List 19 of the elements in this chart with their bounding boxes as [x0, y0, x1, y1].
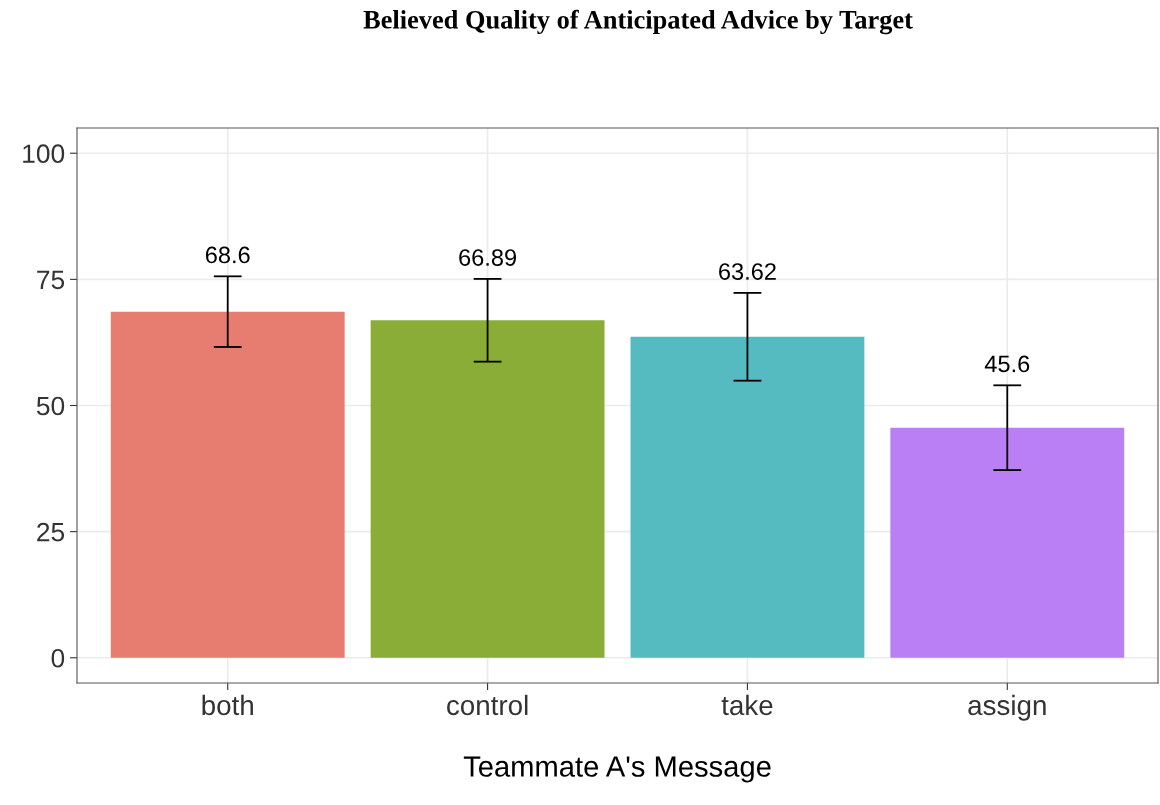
- x-tick-label: take: [721, 694, 773, 716]
- y-tick-label: 50: [36, 396, 65, 416]
- data-label: 45.6: [984, 355, 1030, 373]
- x-tick-label: control: [447, 694, 528, 716]
- y-tick-label: 0: [51, 648, 65, 668]
- data-label: 66.89: [459, 249, 516, 266]
- x-axis-title: Teammate A's Message: [463, 756, 771, 783]
- y-tick-label: 25: [37, 522, 65, 542]
- data-label: 68.6: [205, 246, 250, 264]
- data-label: 63.62: [719, 263, 776, 280]
- x-tick-label: assign: [968, 694, 1046, 721]
- bar: [630, 336, 865, 658]
- y-tick-label: 75: [37, 270, 65, 290]
- bar: [110, 311, 345, 658]
- bar: [890, 427, 1125, 658]
- y-tick-label: 100: [23, 144, 65, 164]
- bar: [370, 320, 605, 658]
- chart-title: Believed Quality of Anticipated Advice by Target: [363, 9, 913, 35]
- x-tick-label: both: [202, 694, 253, 716]
